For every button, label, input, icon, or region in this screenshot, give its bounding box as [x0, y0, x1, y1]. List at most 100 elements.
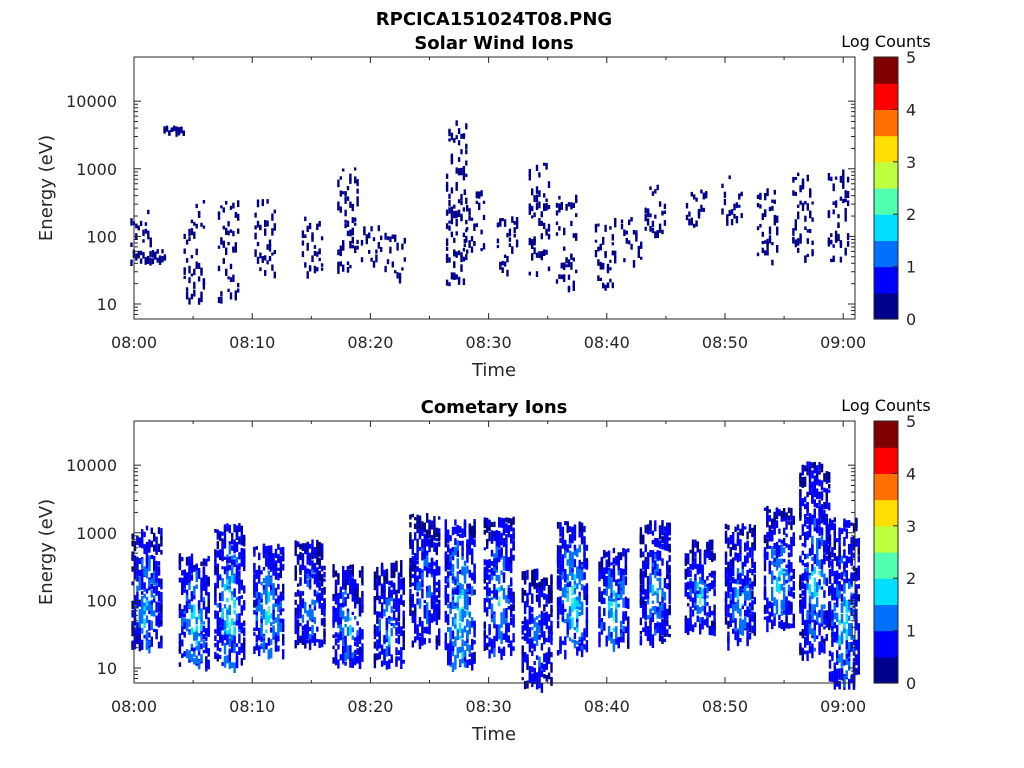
cluster-cell — [392, 610, 396, 621]
cluster-cell — [475, 223, 478, 228]
cluster-cell — [195, 261, 198, 269]
cluster-cell — [473, 519, 476, 523]
cluster-cell — [746, 622, 749, 631]
cluster-cell — [351, 587, 354, 591]
cluster-cell — [444, 538, 447, 548]
cluster-cell — [178, 554, 182, 565]
cluster-cell — [656, 625, 659, 634]
cluster-cell — [430, 618, 434, 622]
cluster-cell — [349, 564, 352, 570]
cluster-cell — [495, 569, 498, 573]
cluster-cell — [471, 572, 474, 581]
cluster-cell — [318, 592, 321, 597]
cluster-cell — [543, 249, 546, 256]
cluster-cell — [531, 253, 534, 261]
cluster-cell — [806, 502, 809, 512]
cluster-cell — [656, 590, 659, 594]
cluster-cell — [723, 191, 727, 198]
cluster-cell — [181, 584, 184, 595]
cluster-cell — [493, 635, 496, 640]
cluster-cell — [456, 600, 459, 608]
cluster-cell — [766, 602, 769, 612]
cluster-cell — [268, 256, 272, 260]
cluster-cell — [228, 661, 231, 669]
cluster-cell — [223, 531, 227, 542]
cluster-cell — [490, 533, 494, 538]
cluster-cell — [136, 564, 139, 570]
cluster-cell — [445, 223, 449, 230]
cluster-cell — [409, 610, 412, 616]
cluster-cell — [543, 162, 546, 166]
cluster-cell — [703, 604, 707, 616]
cluster-cell — [533, 247, 536, 255]
cluster-cell — [455, 231, 458, 236]
cluster-cell — [741, 568, 744, 576]
cluster-cell — [523, 681, 527, 690]
cluster-cell — [811, 543, 814, 554]
cluster-cell — [761, 213, 764, 220]
cluster-cell — [339, 654, 342, 661]
cluster-cell — [270, 545, 273, 549]
cluster-cell — [771, 259, 774, 266]
cluster-cell — [426, 532, 429, 539]
cluster-cell — [332, 657, 335, 664]
cluster-cell — [151, 258, 155, 265]
cluster-cell — [766, 188, 769, 197]
cluster-cell — [663, 591, 667, 601]
cluster-cell — [701, 605, 704, 612]
cluster-cell — [661, 528, 664, 536]
cluster-cell — [607, 609, 611, 619]
cluster-cell — [349, 173, 352, 181]
cluster-cell — [306, 639, 309, 644]
cluster-cell — [644, 524, 647, 534]
cluster-cell — [668, 537, 671, 541]
cluster-cell — [573, 627, 577, 631]
cluster-cell — [473, 223, 476, 231]
cluster-cell — [142, 229, 145, 237]
cluster-cell — [561, 572, 565, 580]
cluster-cell — [564, 583, 567, 592]
cluster-cell — [316, 546, 319, 556]
cluster-cell — [253, 627, 256, 632]
cluster-cell — [533, 579, 536, 590]
cluster-cell — [363, 230, 366, 236]
cluster-cell — [193, 565, 196, 569]
cluster-cell — [483, 571, 486, 582]
cluster-cell — [607, 550, 611, 559]
cluster-cell — [376, 566, 379, 573]
cluster-cell — [313, 548, 317, 559]
cluster-cell — [500, 648, 503, 656]
cluster-cell — [222, 240, 225, 248]
cluster-cell — [155, 601, 158, 613]
cluster-15 — [684, 539, 716, 637]
cluster-cell — [473, 539, 476, 547]
cluster-cell — [510, 562, 513, 566]
cluster-cell — [783, 579, 786, 586]
cluster-cell — [792, 534, 795, 545]
cluster-cell — [183, 275, 186, 279]
cluster-cell — [456, 525, 459, 534]
cluster-cell — [131, 610, 134, 618]
cluster-cell — [668, 590, 671, 598]
cluster-cell — [193, 615, 196, 619]
cluster-cell — [827, 237, 831, 245]
cluster-cell — [265, 610, 268, 621]
cluster-cell — [253, 590, 256, 598]
cluster-cell — [205, 575, 208, 586]
cluster-cell — [358, 607, 362, 617]
cluster-cell — [794, 224, 797, 231]
cluster-cell — [380, 660, 384, 667]
cluster-cell — [622, 625, 625, 632]
cluster-cell — [202, 580, 206, 591]
cluster-cell — [418, 522, 422, 530]
cluster-cell — [605, 635, 608, 647]
cluster-cell — [794, 219, 797, 225]
cluster-cell — [438, 638, 441, 646]
cluster-cell — [449, 535, 452, 542]
cluster-cell — [496, 222, 500, 228]
cluster-cell — [642, 599, 645, 607]
cluster-cell — [451, 593, 455, 604]
cluster-cell — [258, 646, 261, 653]
cluster-cell — [220, 237, 223, 242]
cluster-cell — [272, 625, 275, 633]
